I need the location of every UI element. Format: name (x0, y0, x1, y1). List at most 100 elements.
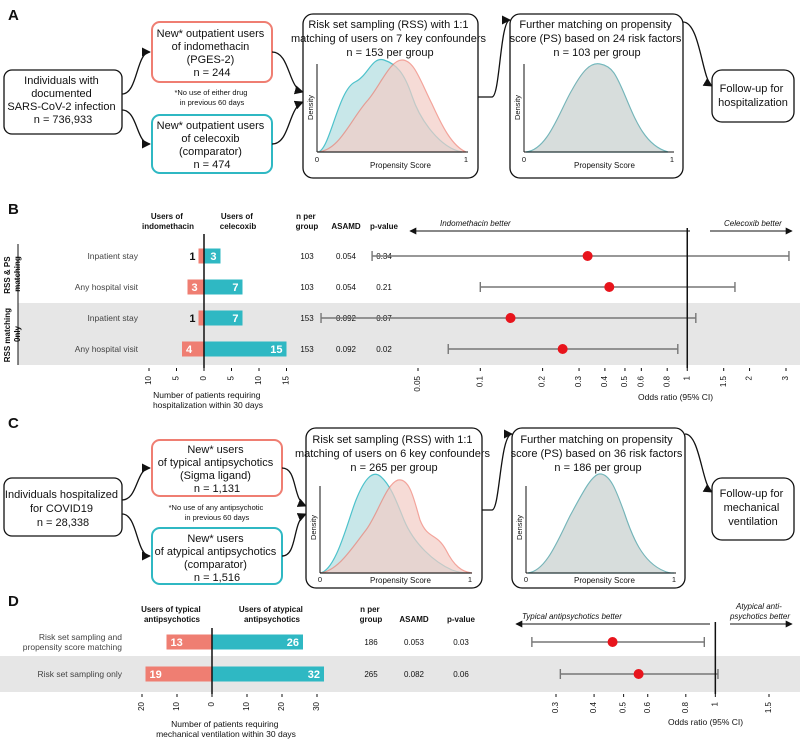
density-axis-label-a1: Density (306, 95, 315, 120)
forest-plot-d: 0.3 0.4 0.5 0.6 0.8 1 1.5 (531, 622, 773, 713)
washout-note-a: *No use of either drug in previous 60 da… (174, 88, 249, 107)
svg-text:1: 1 (670, 155, 674, 164)
source-population-text-a: Individuals with documented SARS-CoV-2 i… (7, 75, 118, 126)
ps-axis-label-c1: Propensity Score (370, 576, 431, 585)
col-header-comparator-d: Users of atypical antipsychotics (239, 605, 305, 624)
svg-text:1: 1 (672, 575, 676, 584)
or-axis-tick-label: 1 (682, 375, 691, 380)
or-axis-tick-label: 0.3 (551, 701, 560, 713)
outcome-box-a (711, 69, 795, 123)
p-value: 0.03 (453, 638, 469, 647)
exposed-count-label: 1 (189, 251, 195, 263)
or-axis-tick-label: 0.05 (413, 375, 422, 391)
exposed-count-label: 1 (189, 313, 195, 325)
comparator-bar (204, 310, 243, 326)
bar-axis-tick-label: 5 (227, 375, 236, 380)
row-label: Any hospital visit (75, 344, 139, 354)
rss-text-c: Risk set sampling (RSS) with 1:1 matchin… (295, 434, 493, 474)
svg-text:1: 1 (464, 155, 468, 164)
exposed-bar (166, 634, 212, 650)
ps-text-c: Further matching on propensity score (PS… (511, 434, 686, 474)
col-header-exposed-d: Users of typical antipsychotics (141, 605, 203, 624)
col-header-asamd-d: ASAMD (399, 615, 429, 624)
bar-axis-tick-label: 0 (207, 701, 216, 706)
favors-arrows-d: Typical antipsychotics better Atypical a… (515, 602, 793, 628)
or-axis-tick-label: 1.5 (719, 375, 728, 387)
or-axis-tick-label: 0.4 (600, 375, 609, 387)
comparator-bar (204, 279, 243, 295)
comparator-bar (204, 248, 221, 264)
asamd-value: 0.054 (336, 283, 357, 292)
rss-text-a: Risk set sampling (RSS) with 1:1 matchin… (291, 19, 489, 59)
comparator-cohort-text-c: New* users of atypical antipsychotics (c… (155, 533, 280, 584)
exposed-count-label: 19 (150, 669, 162, 681)
bar-axis-tick-label: 10 (242, 701, 251, 710)
odds-ratio-point (505, 313, 516, 323)
bar-axis-tick-label: 0 (199, 375, 208, 380)
bar-axis-tick-label: 20 (137, 701, 146, 710)
asamd-value: 0.053 (404, 638, 425, 647)
source-population-text-c: Individuals hospitalized for COVID19 n =… (5, 489, 121, 529)
col-header-comparator-b: Users of celecoxib (220, 212, 257, 231)
p-value: 0.21 (376, 283, 392, 292)
bar-axis-tick-label: 20 (277, 701, 286, 710)
or-axis-tick-label: 0.5 (619, 701, 628, 713)
comparator-count-label: 7 (232, 313, 238, 325)
n-per-group: 103 (300, 283, 314, 292)
rss-only-shading-b (18, 303, 800, 365)
comparator-count-label: 3 (210, 251, 216, 263)
asamd-value: 0.054 (336, 252, 357, 261)
or-axis-tick-label: 0.3 (574, 375, 583, 387)
source-population-box-a (3, 69, 123, 135)
odds-ratio-point (582, 251, 593, 261)
density-plot-rss-a: Density Propensity Score 0 1 (306, 58, 468, 170)
source-population-box-c (3, 477, 123, 537)
svg-text:0: 0 (522, 155, 526, 164)
or-axis-tick-label: 0.6 (643, 701, 652, 713)
comparator-cohort-text-a: New* outpatient users of celecoxib (comp… (157, 120, 268, 171)
col-header-p-d: p-value (447, 615, 476, 624)
or-axis-tick-label: 0.4 (589, 701, 598, 713)
or-axis-tick-label: 2 (745, 375, 754, 380)
bar-xlabel-b: Number of patients requiring hospitaliza… (153, 390, 263, 410)
exposed-cohort-text-c: New* users of typical antipsychotics (Si… (158, 444, 277, 495)
ps-axis-label-c2: Propensity Score (574, 576, 635, 585)
favors-left-b: Indomethacin better (440, 219, 511, 228)
odds-ratio-point (633, 669, 644, 679)
exposed-count-label: 13 (171, 637, 183, 649)
col-header-n-b: n per group (296, 212, 319, 231)
or-axis-tick-label: 0.2 (538, 375, 547, 387)
exposed-bar (198, 248, 204, 264)
comparator-bar (212, 634, 303, 650)
odds-ratio-point (607, 637, 618, 647)
panel-label-a: A (8, 7, 19, 24)
row-label: propensity score matching (23, 642, 122, 652)
comparator-count-label: 15 (270, 344, 282, 356)
exposed-bar (145, 666, 212, 682)
or-axis-tick-label: 1 (710, 701, 719, 706)
row-label: Inpatient stay (87, 313, 138, 323)
or-axis-tick-label: 0.5 (620, 375, 629, 387)
exposed-bar (198, 310, 204, 326)
or-axis-tick-label: 3 (781, 375, 790, 380)
favors-right-d: Atypical anti- psychotics better (729, 602, 790, 621)
forest-plot-b: 0.05 0.1 0.2 0.3 0.4 0.5 0.6 0.8 1 1.5 2 3 (320, 228, 790, 392)
outcome-text-c: Follow-up for mechanical ventilation (720, 488, 787, 528)
odds-ratio-point (604, 282, 615, 292)
n-per-group: 153 (300, 314, 314, 323)
row-label: Inpatient stay (87, 251, 138, 261)
bar-axis-tick-label: 5 (172, 375, 181, 380)
p-value: 0.02 (376, 345, 392, 354)
ps-axis-label-a1: Propensity Score (370, 161, 431, 170)
panel-label-b: B (8, 201, 19, 218)
bar-axis-tick-label: 10 (172, 701, 181, 710)
flow-arrows-a (121, 15, 713, 149)
ps-text-a: Further matching on propensity score (PS… (510, 19, 685, 59)
row-label: Risk set sampling and (39, 632, 122, 642)
panel-label-c: C (8, 415, 19, 432)
comparator-count-label: 7 (232, 282, 238, 294)
asamd-value: 0.082 (404, 670, 425, 679)
comparator-bar (204, 341, 287, 357)
svg-text:Density: Density (513, 95, 522, 120)
